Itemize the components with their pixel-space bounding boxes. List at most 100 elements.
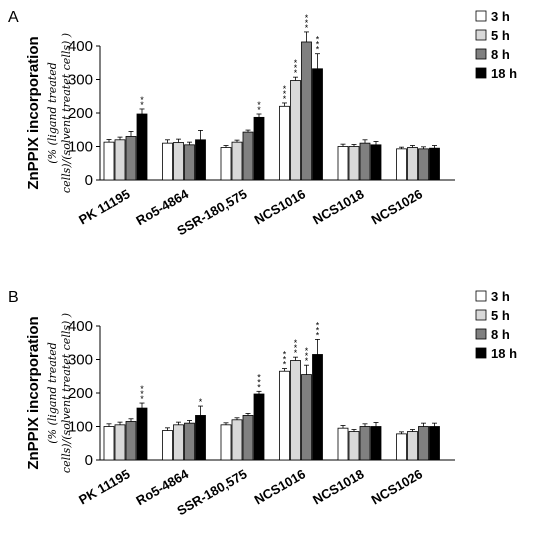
significance-star: *: [257, 382, 261, 392]
bar: [220, 424, 232, 461]
significance-star: *: [316, 325, 320, 335]
bar: [418, 148, 429, 181]
bar: [125, 136, 137, 181]
bar: [279, 105, 290, 181]
x-tick-label: NCS1016: [252, 466, 308, 507]
x-tick-label: PK 11195: [76, 466, 132, 507]
bar: [231, 141, 243, 181]
y-tick-label: 300: [68, 352, 93, 369]
y-tick-label: 300: [68, 72, 93, 89]
bar: [103, 141, 115, 181]
significance-star: *: [294, 343, 298, 353]
significance-star: *: [305, 13, 309, 23]
y-axis-subtitle-line1: (% (ligand treated: [46, 62, 59, 164]
legend-label: 18 h: [491, 346, 517, 361]
legend-swatch: [475, 290, 487, 302]
x-tick-label-group: NCS1016: [252, 186, 308, 227]
bar: [253, 116, 265, 181]
bar: [220, 147, 232, 181]
bar: [162, 430, 173, 461]
y-axis-title: ZnPPIX incorporation: [25, 36, 42, 189]
significance-star: *: [140, 394, 144, 404]
x-tick-label: NCS1016: [252, 186, 308, 227]
bar: [312, 68, 323, 181]
significance-star: *: [257, 100, 261, 110]
significance-star: *: [140, 95, 144, 105]
bar: [337, 146, 349, 181]
legend-swatch: [475, 29, 487, 41]
panel-a: A ZnPPIX incorporation (% (ligand treated c…: [8, 9, 517, 238]
x-tick-label-group: PK 11195: [76, 186, 132, 227]
significance-star: *: [283, 360, 287, 370]
legend-swatch: [475, 309, 487, 321]
bar: [136, 113, 148, 181]
x-tick-label-group: NCS1016: [252, 466, 308, 507]
significance-star: *: [140, 389, 144, 399]
bar: [114, 424, 126, 461]
bar: [418, 426, 429, 461]
bar: [359, 142, 371, 181]
bar: [103, 426, 115, 461]
significance-star: *: [316, 330, 320, 340]
bar: [253, 393, 265, 461]
bar: [407, 431, 418, 461]
legend-label: 5 h: [491, 308, 510, 323]
bar: [396, 148, 407, 181]
bar: [114, 139, 126, 181]
bar: [337, 427, 349, 461]
legend-swatch: [475, 67, 487, 79]
legend-label: 8 h: [491, 47, 510, 62]
y-tick-label: 100: [68, 139, 93, 156]
bar: [301, 41, 312, 181]
y-axis-subtitle-group-2: cells)/(solvent treatet cells) ): [60, 313, 73, 473]
significance-star: *: [294, 63, 298, 73]
significance-star: *: [283, 94, 287, 104]
bar: [184, 422, 195, 461]
significance-star: *: [283, 89, 287, 99]
legend-swatch: [475, 328, 487, 340]
y-tick-label: 0: [85, 172, 93, 189]
significance-star: *: [140, 100, 144, 110]
bar: [279, 370, 290, 461]
y-axis-title: ZnPPIX incorporation: [25, 316, 42, 469]
significance-star: *: [294, 338, 298, 348]
bar: [195, 139, 206, 181]
bar: [290, 80, 301, 181]
legend-label: 8 h: [491, 327, 510, 342]
legend-label: 5 h: [491, 28, 510, 43]
significance-star: *: [305, 346, 309, 356]
y-tick-label: 200: [68, 385, 93, 402]
y-tick-label: 200: [68, 105, 93, 122]
y-axis-subtitle-group: (% (ligand treated: [46, 342, 59, 444]
bar: [359, 426, 371, 461]
x-tick-label: NCS1018: [310, 186, 366, 227]
y-tick-label: 0: [85, 452, 93, 469]
y-axis-subtitle-line2: cells)/(solvent treatet cells) ): [60, 33, 73, 193]
y-tick-label: 100: [68, 419, 93, 436]
bar: [396, 433, 407, 461]
bar: [312, 354, 323, 461]
significance-star: *: [283, 355, 287, 365]
significance-star: *: [283, 84, 287, 94]
significance-star: *: [140, 384, 144, 394]
significance-star: *: [257, 377, 261, 387]
legend-swatch: [475, 48, 487, 60]
x-tick-label-group: NCS1026: [369, 466, 425, 507]
significance-star: *: [294, 348, 298, 358]
significance-star: *: [305, 356, 309, 366]
significance-star: *: [316, 40, 320, 50]
x-tick-label-group: NCS1018: [310, 466, 366, 507]
panel-b: B ZnPPIX incorporation (% (ligand treated c…: [8, 289, 517, 518]
significance-star: *: [316, 35, 320, 45]
significance-star: *: [316, 320, 320, 330]
significance-star: *: [294, 68, 298, 78]
significance-star: *: [257, 372, 261, 382]
significance-star: *: [294, 58, 298, 68]
legend-swatch: [475, 347, 487, 359]
bar: [173, 424, 184, 461]
bar: [162, 142, 173, 181]
y-tick-label: 400: [68, 318, 93, 335]
y-axis-subtitle-line2: cells)/(solvent treatet cells) ): [60, 313, 73, 473]
bar: [370, 426, 382, 461]
panel-label: B: [8, 289, 19, 306]
